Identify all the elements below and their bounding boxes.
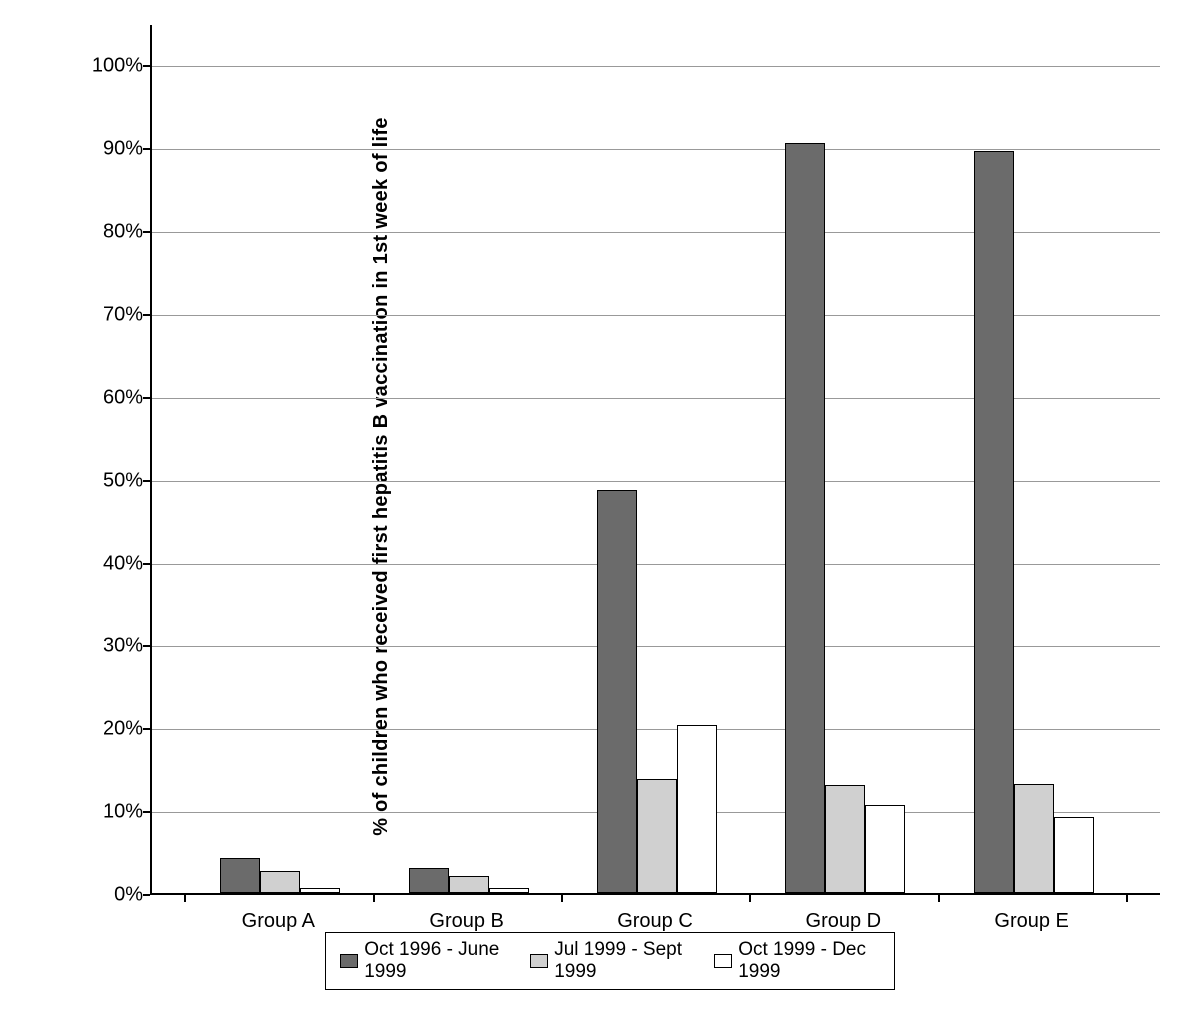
bar bbox=[260, 871, 300, 893]
y-tick-label: 10% bbox=[88, 801, 143, 824]
bar bbox=[300, 888, 340, 893]
y-tick-label: 80% bbox=[88, 221, 143, 244]
x-tick-mark bbox=[749, 895, 751, 902]
x-tick-mark bbox=[561, 895, 563, 902]
x-axis-label: Group C bbox=[617, 910, 693, 933]
chart-container: % of children who received first hepatit… bbox=[40, 15, 1180, 995]
y-tick-label: 20% bbox=[88, 718, 143, 741]
bar bbox=[1014, 784, 1054, 893]
bar bbox=[1054, 817, 1094, 893]
legend: Oct 1996 - June 1999 Jul 1999 - Sept 199… bbox=[325, 932, 895, 990]
legend-swatch-0 bbox=[340, 954, 358, 968]
legend-swatch-2 bbox=[714, 954, 732, 968]
y-tick-label: 90% bbox=[88, 138, 143, 161]
x-tick-mark bbox=[1126, 895, 1128, 902]
y-tick-mark bbox=[143, 65, 150, 67]
x-tick-mark bbox=[184, 895, 186, 902]
bar bbox=[677, 725, 717, 893]
x-axis-label: Group E bbox=[994, 910, 1068, 933]
y-tick-mark bbox=[143, 397, 150, 399]
bar bbox=[489, 888, 529, 893]
bar bbox=[974, 151, 1014, 893]
legend-label-1: Jul 1999 - Sept 1999 bbox=[554, 939, 696, 983]
legend-swatch-1 bbox=[530, 954, 548, 968]
y-tick-mark bbox=[143, 728, 150, 730]
x-tick-mark bbox=[938, 895, 940, 902]
bar bbox=[785, 143, 825, 893]
y-tick-mark bbox=[143, 480, 150, 482]
y-tick-mark bbox=[143, 894, 150, 896]
legend-label-0: Oct 1996 - June 1999 bbox=[364, 939, 512, 983]
y-tick-mark bbox=[143, 314, 150, 316]
x-axis-label: Group A bbox=[242, 910, 315, 933]
y-tick-label: 100% bbox=[88, 55, 143, 78]
bar bbox=[449, 876, 489, 893]
y-tick-mark bbox=[143, 811, 150, 813]
bar bbox=[637, 779, 677, 893]
bars-container bbox=[152, 25, 1160, 893]
bar bbox=[825, 785, 865, 893]
legend-label-2: Oct 1999 - Dec 1999 bbox=[738, 939, 880, 983]
bar bbox=[597, 490, 637, 894]
y-tick-mark bbox=[143, 645, 150, 647]
y-tick-mark bbox=[143, 231, 150, 233]
y-tick-mark bbox=[143, 148, 150, 150]
bar bbox=[220, 858, 260, 893]
x-axis-label: Group D bbox=[806, 910, 882, 933]
y-tick-label: 70% bbox=[88, 304, 143, 327]
y-tick-label: 50% bbox=[88, 469, 143, 492]
y-tick-label: 40% bbox=[88, 552, 143, 575]
x-axis-label: Group B bbox=[429, 910, 503, 933]
y-tick-label: 60% bbox=[88, 386, 143, 409]
legend-item-0: Oct 1996 - June 1999 bbox=[340, 939, 512, 983]
legend-item-2: Oct 1999 - Dec 1999 bbox=[714, 939, 880, 983]
y-tick-label: 0% bbox=[88, 884, 143, 907]
y-tick-mark bbox=[143, 563, 150, 565]
y-tick-label: 30% bbox=[88, 635, 143, 658]
bar bbox=[409, 868, 449, 893]
legend-item-1: Jul 1999 - Sept 1999 bbox=[530, 939, 696, 983]
plot-area bbox=[150, 25, 1160, 895]
bar bbox=[865, 805, 905, 893]
x-tick-mark bbox=[373, 895, 375, 902]
